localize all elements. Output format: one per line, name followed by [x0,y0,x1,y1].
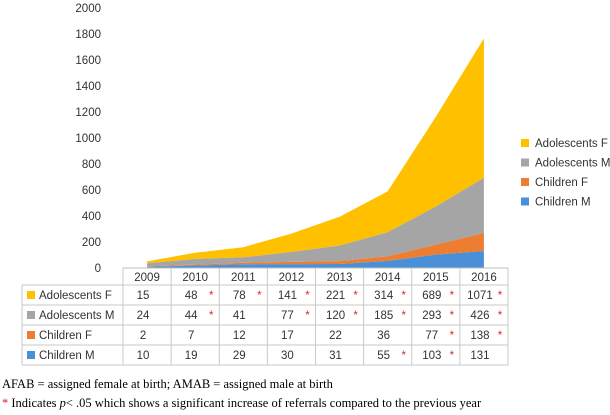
data-label: 689 [422,290,441,302]
data-label: 29 [233,350,246,362]
area-series [147,177,484,267]
legend-key [521,197,529,206]
significance-marker: * [209,310,214,322]
data-label: 15 [137,290,150,302]
y-tick-label: 1000 [75,133,101,145]
significance-marker: * [209,290,214,302]
data-label: 12 [233,330,246,342]
legend-key [521,158,529,167]
area-series [147,233,484,267]
data-label: 22 [329,330,342,342]
y-tick-label: 800 [82,159,101,171]
data-label: 30 [281,350,294,362]
data-label: 77 [281,310,294,322]
data-label: 221 [326,290,345,302]
area-series [147,38,484,264]
significance-marker: * [402,290,407,302]
data-label: 36 [377,330,390,342]
table-row-key [27,291,35,299]
data-label: 19 [185,350,198,362]
y-tick-label: 0 [95,263,101,275]
data-label: 131 [470,350,489,362]
data-label: 48 [185,290,198,302]
data-label: 7 [188,330,194,342]
x-tick-label: 2013 [327,272,353,284]
data-label: 77 [425,330,438,342]
legend-label: Adolescents M [535,158,610,170]
y-tick-label: 200 [82,237,101,249]
data-label: 103 [422,350,441,362]
footnote-text-pre: Indicates [8,396,60,410]
data-label: 138 [470,330,489,342]
table-row-key [27,351,35,359]
data-label: 41 [233,310,246,322]
significance-marker: * [402,310,407,322]
significance-marker: * [305,290,310,302]
y-tick-label: 600 [82,185,101,197]
data-label: 141 [278,290,297,302]
data-label: 10 [137,350,150,362]
footnote-text-post: < .05 which shows a significant increase… [65,396,482,410]
significance-star: * [2,396,9,410]
x-tick-label: 2016 [471,272,497,284]
data-label: 426 [470,310,489,322]
x-tick-label: 2015 [423,272,449,284]
y-tick-label: 1200 [75,107,101,119]
legend-label: Adolescents F [535,138,608,150]
y-tick-label: 1800 [75,29,101,41]
table-row-label: Adolescents M [39,310,114,322]
data-label: 2 [140,330,146,342]
data-label: 314 [374,290,394,302]
data-label: 185 [374,310,393,322]
data-label: 17 [281,330,294,342]
significance-marker: * [353,310,358,322]
data-label: 55 [377,350,390,362]
data-label: 24 [137,310,150,322]
area-series [147,251,484,268]
significance-marker: * [450,310,455,322]
table-row-key [27,311,35,319]
footnote-p-symbol: p [59,396,66,410]
y-tick-label: 400 [82,211,101,223]
y-tick-label: 2000 [75,3,101,15]
data-label: 120 [326,310,345,322]
significance-marker: * [402,350,407,362]
table-row-label: Children F [39,330,92,342]
legend-key [521,139,529,147]
significance-marker: * [450,290,455,302]
data-label: 44 [185,310,198,322]
x-tick-label: 2011 [231,272,256,284]
footnote-abbreviations: AFAB = assigned female at birth; AMAB = … [2,377,333,391]
footnote-significance: * Indicates p< .05 which shows a signifi… [2,396,481,411]
x-tick-label: 2009 [134,272,160,284]
x-tick-label: 2012 [279,272,305,284]
legend-label: Children M [535,197,591,209]
y-tick-label: 1400 [75,81,101,93]
table-row-label: Children M [39,350,95,362]
stacked-area-chart: 0 200 400 600 800 1000 1200 1400 1600 1800 2000 200… [21,3,610,366]
table-row-label: Adolescents F [39,290,112,302]
significance-marker: * [498,330,503,342]
significance-marker: * [498,310,503,322]
significance-marker: * [353,290,358,302]
significance-marker: * [305,310,310,322]
data-label: 78 [233,290,246,302]
legend-key [521,178,529,186]
data-label: 293 [422,310,441,322]
legend-label: Children F [535,177,588,189]
significance-marker: * [257,290,262,302]
data-label: 1071 [467,290,493,302]
data-label: 31 [329,350,342,362]
significance-marker: * [450,330,455,342]
x-tick-label: 2010 [182,272,208,284]
x-tick-label: 2014 [375,272,401,284]
significance-marker: * [450,350,455,362]
significance-marker: * [498,290,503,302]
y-tick-label: 1600 [75,55,101,67]
table-row-key [27,331,35,339]
